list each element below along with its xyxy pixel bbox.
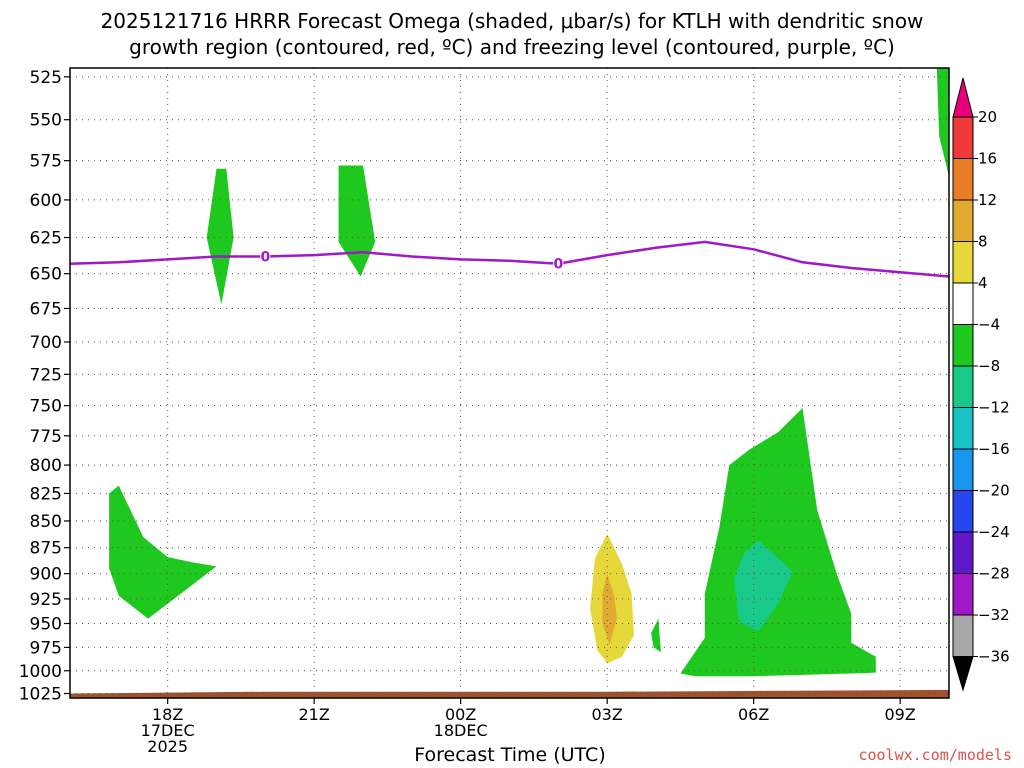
grid-lines-layer xyxy=(70,68,949,698)
y-tick-label: 1000 xyxy=(19,662,62,682)
colorbar-label: 4 xyxy=(978,274,988,292)
colorbar-top-arrow xyxy=(952,77,974,118)
y-tick-label: 600 xyxy=(30,191,62,211)
colorbar-label: 20 xyxy=(978,108,997,126)
y-tick-label: 925 xyxy=(30,590,62,610)
y-tick-label: 650 xyxy=(30,265,62,285)
omega-region-8 xyxy=(602,573,617,645)
colorbar-swatch xyxy=(952,448,974,491)
colorbar-swatch xyxy=(952,241,974,284)
colorbar-swatch xyxy=(952,407,974,450)
surface-terrain xyxy=(70,689,949,698)
colorbar-label: −16 xyxy=(978,440,1010,458)
x-tick-label: 06Z xyxy=(738,705,769,724)
y-tick-label: 1025 xyxy=(19,685,62,705)
colorbar-label: −8 xyxy=(978,357,1000,375)
omega-region-4 xyxy=(936,68,949,177)
colorbar-swatch xyxy=(952,116,974,159)
site-credit: coolwx.com/models xyxy=(858,746,1012,764)
y-tick-label: 525 xyxy=(30,68,62,88)
omega-region-3 xyxy=(651,618,661,653)
colorbar-label: 12 xyxy=(978,191,997,209)
y-tick-label: 875 xyxy=(30,539,62,559)
omega-shading-layer xyxy=(109,68,949,677)
x-tick-label: 21Z xyxy=(299,705,330,724)
y-tick-label: 800 xyxy=(30,456,62,476)
colorbar-label: 16 xyxy=(978,150,997,168)
colorbar-swatch xyxy=(952,158,974,201)
omega-region-2 xyxy=(109,485,217,619)
colorbar-label: −28 xyxy=(978,565,1010,583)
freezing-level-line xyxy=(69,240,950,278)
y-tick-label: 725 xyxy=(30,365,62,385)
x-tick-label: 03Z xyxy=(592,705,623,724)
x-tick-label: 2025 xyxy=(147,737,188,756)
y-tick-label: 625 xyxy=(30,229,62,249)
colorbar-label: −20 xyxy=(978,482,1010,500)
y-tick-label: 900 xyxy=(30,565,62,585)
colorbar-swatch xyxy=(952,573,974,616)
colorbar-label: −32 xyxy=(978,606,1010,624)
colorbar-swatch xyxy=(952,282,974,325)
y-tick-label: 575 xyxy=(30,152,62,172)
x-tick-label: 00Z xyxy=(445,705,476,724)
colorbar-swatch xyxy=(952,531,974,574)
y-tick-label: 675 xyxy=(30,299,62,319)
y-tick-label: 975 xyxy=(30,638,62,658)
y-axis-ticks: 525 550 575 600 625 650 675 700 725 750 775 800 825 8… xyxy=(19,68,70,705)
omega-region-5 xyxy=(680,408,876,677)
y-tick-label: 775 xyxy=(30,427,62,447)
freezing-level-label-1: 0 xyxy=(553,257,563,273)
freezing-label-bg xyxy=(553,255,564,270)
colorbar-label: −4 xyxy=(978,316,1000,334)
plot-frame xyxy=(69,67,950,699)
omega-region-0 xyxy=(206,168,234,305)
colorbar-label: −24 xyxy=(978,523,1010,541)
x-tick-label: 09Z xyxy=(885,705,916,724)
surface-terrain-layer xyxy=(70,689,949,698)
omega-region-6 xyxy=(734,540,793,632)
y-tick-label: 850 xyxy=(30,512,62,532)
colorbar-swatch xyxy=(952,365,974,408)
x-axis-title: Forecast Time (UTC) xyxy=(414,744,606,766)
colorbar-label: 8 xyxy=(978,233,988,251)
omega-region-1 xyxy=(338,165,376,277)
y-tick-label: 550 xyxy=(30,111,62,131)
colorbar-swatch xyxy=(952,199,974,242)
x-tick-label: 18DEC xyxy=(434,721,488,740)
colorbar-swatch xyxy=(952,490,974,533)
colorbar-label: −36 xyxy=(978,648,1010,666)
chart-title-line-1: 2025121716 HRRR Forecast Omega (shaded, … xyxy=(100,9,924,33)
y-tick-label: 700 xyxy=(30,333,62,353)
colorbar-bottom-arrow xyxy=(952,656,974,692)
x-tick-label: 18Z xyxy=(152,705,183,724)
y-tick-label: 950 xyxy=(30,614,62,634)
colorbar-label: −12 xyxy=(978,399,1010,417)
freezing-label-bg xyxy=(260,248,271,263)
x-tick-label: 17DEC xyxy=(141,721,195,740)
colorbar-swatch xyxy=(952,614,974,657)
freezing-level-label-0: 0 xyxy=(260,250,270,266)
y-tick-label: 750 xyxy=(30,397,62,417)
colorbar: 20 16 12 8 4 −4 −8 −12 −16 −20 −24 −28 −32 −36 xyxy=(952,77,1010,692)
chart-title-line-2: growth region (contoured, red, ºC) and f… xyxy=(129,35,895,59)
colorbar-swatch xyxy=(952,324,974,367)
y-tick-label: 825 xyxy=(30,484,62,504)
